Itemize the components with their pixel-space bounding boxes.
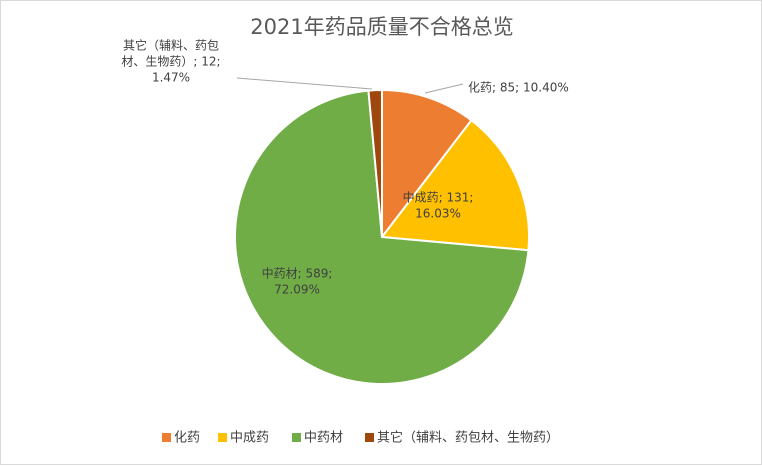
leader-line-3: [236, 77, 373, 90]
legend-swatch-3: [365, 433, 374, 442]
legend-label-2: 中药材: [304, 431, 343, 446]
chart-title: 2021年药品质量不合格总览: [250, 15, 513, 39]
legend-swatch-0: [162, 433, 171, 442]
data-label-1-line-0: 中成药; 131;: [403, 190, 474, 205]
pie-slice-2: [234, 89, 530, 385]
pie-slices: [234, 88, 530, 385]
legend-label-3: 其它（辅料、药包材、生物药）: [377, 430, 559, 446]
leader-lines: [236, 77, 464, 94]
pie-slice-1: [380, 118, 530, 252]
leader-line-0: [424, 83, 464, 94]
legend-swatch-1: [218, 433, 227, 442]
data-label-3-line-0: 其它（辅料、药包: [123, 38, 219, 53]
pie-slice-0: [381, 88, 473, 240]
data-label-3-line-2: 1.47%: [152, 71, 190, 85]
legend-label-1: 中成药: [230, 431, 269, 446]
data-label-2-line-1: 72.09%: [274, 283, 320, 297]
data-label-2-line-0: 中药材; 589;: [262, 266, 333, 281]
legend-swatch-2: [292, 433, 301, 442]
pie-slice-3: [367, 88, 383, 238]
slice-data-labels: 化药; 85; 10.40% 中成药; 131; 16.03% 中药材; 589; 72…: [121, 38, 568, 297]
data-label-1-line-1: 16.03%: [415, 207, 461, 221]
data-label-3-line-1: 材、生物药）; 12;: [121, 55, 220, 69]
data-label-0-line-0: 化药; 85; 10.40%: [468, 81, 569, 95]
legend: 化药 中成药 中药材 其它（辅料、药包材、生物药）: [162, 430, 559, 446]
legend-label-0: 化药: [174, 431, 200, 446]
